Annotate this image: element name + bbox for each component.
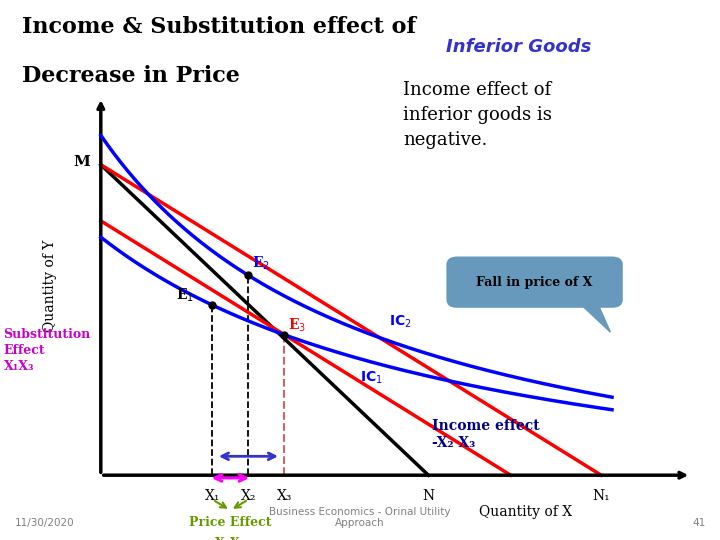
Text: IC$_1$: IC$_1$ bbox=[360, 370, 383, 386]
Text: X₃: X₃ bbox=[276, 489, 292, 503]
Text: N: N bbox=[423, 489, 434, 503]
Text: E$_2$: E$_2$ bbox=[252, 254, 270, 272]
Text: Fall in price of X: Fall in price of X bbox=[477, 275, 593, 289]
Text: E$_3$: E$_3$ bbox=[288, 316, 306, 334]
Text: Quantity of Y: Quantity of Y bbox=[43, 240, 58, 333]
Text: X₂: X₂ bbox=[240, 489, 256, 503]
Text: Price Effect: Price Effect bbox=[189, 516, 271, 529]
Text: Income effect
-X₂ X₃: Income effect -X₂ X₃ bbox=[432, 419, 539, 450]
Text: Income & Substitution effect of: Income & Substitution effect of bbox=[22, 16, 415, 38]
Text: IC$_2$: IC$_2$ bbox=[389, 314, 412, 330]
Text: X₁: X₁ bbox=[204, 489, 220, 503]
Text: Substitution
Effect
X₁X₃: Substitution Effect X₁X₃ bbox=[4, 328, 91, 374]
Text: Income effect of
inferior goods is
negative.: Income effect of inferior goods is negat… bbox=[403, 81, 552, 149]
Text: 11/30/2020: 11/30/2020 bbox=[14, 518, 74, 528]
Text: Business Economics - Orinal Utility
Approach: Business Economics - Orinal Utility Appr… bbox=[269, 507, 451, 528]
Text: Inferior Goods: Inferior Goods bbox=[446, 38, 592, 56]
FancyBboxPatch shape bbox=[446, 256, 623, 308]
Polygon shape bbox=[576, 300, 611, 332]
Text: 41: 41 bbox=[693, 518, 706, 528]
Text: M: M bbox=[73, 155, 90, 169]
Text: E$_1$: E$_1$ bbox=[176, 287, 194, 304]
Text: X$_1$X$_2$: X$_1$X$_2$ bbox=[215, 536, 246, 540]
Text: N₁: N₁ bbox=[593, 489, 610, 503]
Text: Decrease in Price: Decrease in Price bbox=[22, 65, 240, 87]
Text: Quantity of X: Quantity of X bbox=[479, 505, 572, 519]
